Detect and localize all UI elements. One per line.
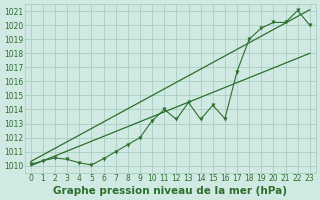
X-axis label: Graphe pression niveau de la mer (hPa): Graphe pression niveau de la mer (hPa) bbox=[53, 186, 287, 196]
